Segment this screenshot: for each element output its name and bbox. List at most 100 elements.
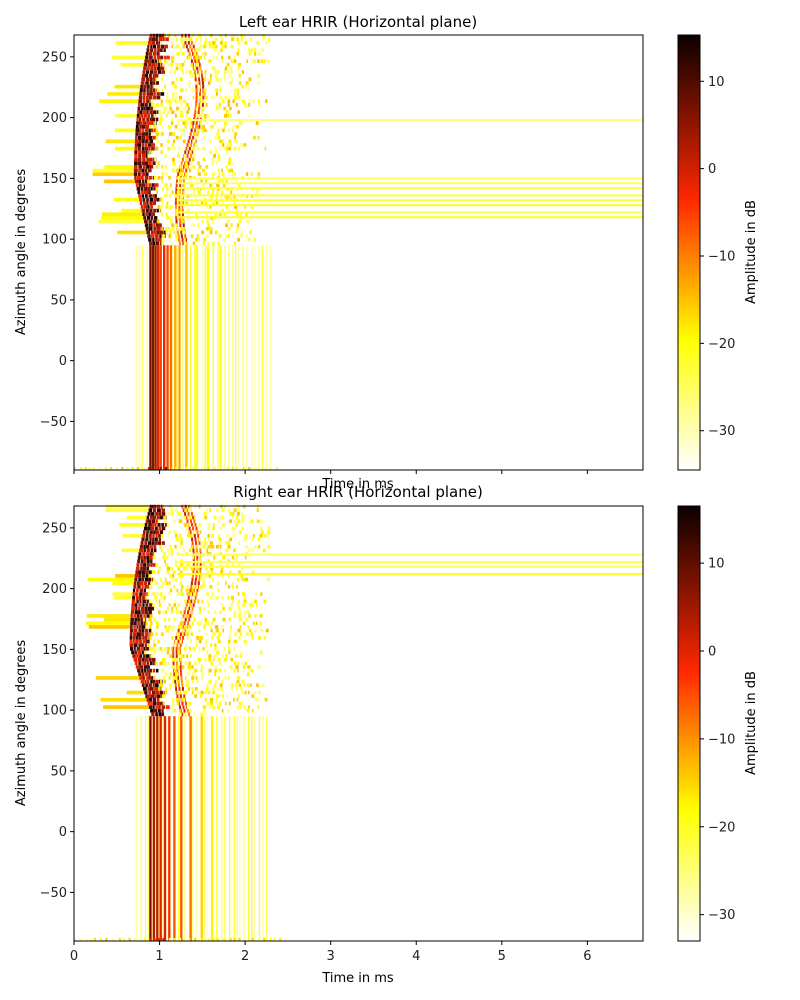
heatmap-cell [148, 588, 150, 593]
heatmap-cell [224, 245, 226, 470]
heatmap-cell [147, 581, 151, 585]
heatmap-cell [184, 716, 186, 941]
heatmap-cell [179, 621, 183, 626]
heatmap-cell [222, 139, 224, 144]
heatmap-cell [216, 183, 220, 187]
heatmap-cell [143, 555, 147, 560]
heatmap-cell [202, 99, 205, 104]
heatmap-cell [239, 625, 242, 629]
heatmap-cell [224, 66, 228, 71]
heatmap-cell [220, 687, 223, 691]
heatmap-cell [104, 466, 107, 470]
heatmap-cell [243, 143, 247, 147]
heatmap-cell [198, 544, 203, 549]
heatmap-cell [195, 570, 198, 575]
heatmap-cell [138, 625, 142, 629]
heatmap-cell [179, 650, 182, 655]
heatmap-cell [153, 639, 155, 644]
heatmap-cell [145, 654, 150, 658]
heatmap-cell [196, 70, 199, 74]
heatmap-cell [179, 661, 182, 666]
heatmap-cell [166, 570, 170, 575]
x-tick-label: 6 [583, 949, 591, 964]
heatmap-cell [222, 143, 225, 147]
heatmap-cell [173, 603, 177, 607]
heatmap-cell [212, 41, 216, 45]
heatmap-cell [149, 92, 154, 96]
heatmap-cell [146, 106, 150, 111]
heatmap-cell [212, 577, 214, 582]
heatmap-cell [144, 179, 149, 184]
heatmap-cell [209, 226, 213, 231]
heatmap-cell [179, 110, 183, 114]
heatmap-cell [208, 41, 212, 45]
heatmap-cell [195, 106, 198, 111]
heatmap-cell [209, 183, 213, 187]
heatmap-cell [230, 687, 234, 691]
heatmap-cell [214, 665, 218, 669]
heatmap-cell [233, 661, 237, 666]
heatmap-cell [225, 150, 228, 155]
heatmap-cell [239, 687, 243, 691]
heatmap-cell [246, 708, 250, 713]
heatmap-cell [144, 606, 148, 611]
heatmap-cell [194, 128, 197, 133]
heatmap-cell [189, 70, 192, 74]
heatmap-cell [177, 121, 180, 125]
heatmap-cell [112, 592, 133, 596]
heatmap-cell [184, 643, 187, 647]
heatmap-cell [221, 172, 225, 176]
heatmap-cell [189, 588, 192, 593]
heatmap-cell [135, 665, 140, 669]
heatmap-cell [183, 566, 186, 571]
heatmap-cell [217, 168, 220, 173]
heatmap-cell [200, 110, 205, 114]
heatmap-cell [186, 584, 189, 589]
heatmap-cell [186, 208, 190, 213]
heatmap-cell [220, 570, 224, 575]
heatmap-cell [143, 621, 148, 626]
heatmap-cell [173, 716, 176, 941]
heatmap-cell [241, 515, 245, 520]
heatmap-cell [152, 515, 156, 520]
heatmap-cell [200, 712, 204, 717]
heatmap-cell [177, 154, 180, 158]
heatmap-cell [199, 636, 204, 640]
heatmap-cell [164, 194, 168, 198]
heatmap-cell [171, 628, 174, 633]
heatmap-cell [192, 563, 195, 567]
heatmap-cell [136, 614, 140, 618]
heatmap-cell [173, 683, 176, 688]
heatmap-cell [172, 157, 175, 162]
heatmap-cell [171, 676, 175, 680]
heatmap-cell [237, 512, 240, 516]
heatmap-cell [189, 124, 193, 129]
heatmap-cell [148, 219, 153, 224]
heatmap-cell [121, 548, 140, 553]
heatmap-cell [182, 37, 187, 42]
heatmap-cell [248, 466, 251, 470]
heatmap-cell [202, 183, 205, 187]
heatmap-cell [185, 44, 188, 49]
heatmap-cell [169, 205, 173, 209]
heatmap-cell [252, 533, 255, 538]
heatmap-cell [180, 161, 183, 166]
heatmap-cell [244, 533, 248, 538]
heatmap-cell [162, 245, 166, 470]
heatmap-cell [154, 48, 157, 53]
heatmap-cell [188, 146, 191, 151]
heatmap-cell [175, 197, 178, 202]
heatmap-cell [172, 168, 176, 173]
heatmap-cell [182, 705, 185, 709]
edge-row [74, 937, 282, 941]
heatmap-cell [211, 44, 216, 49]
heatmap-cell [139, 121, 143, 125]
heatmap-cell [187, 533, 191, 538]
heatmap-area [73, 504, 644, 942]
heatmap-cell [174, 676, 178, 680]
heatmap-cell [216, 937, 219, 941]
heatmap-cell [105, 504, 150, 509]
heatmap-cell [160, 132, 165, 136]
heatmap-cell [161, 201, 164, 206]
heatmap-cell [241, 84, 244, 89]
